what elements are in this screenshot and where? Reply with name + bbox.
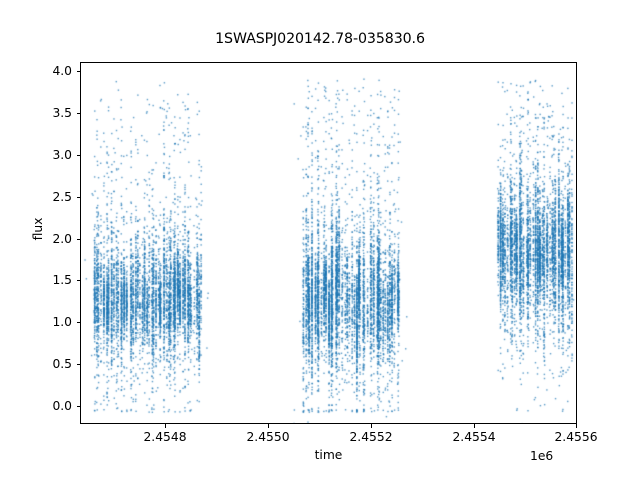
xtick-mark-1 bbox=[268, 424, 269, 428]
plot-area bbox=[80, 62, 577, 424]
ytick-label-1_5: 1.5 bbox=[52, 273, 72, 287]
ytick-label-2_5: 2.5 bbox=[52, 190, 72, 204]
ytick-mark-1_5 bbox=[76, 280, 80, 281]
scatter-points-layer bbox=[81, 63, 576, 423]
ytick-label-4: 4.0 bbox=[52, 64, 72, 78]
ytick-mark-2_5 bbox=[76, 197, 80, 198]
page-title: 1SWASPJ020142.78-035830.6 bbox=[215, 31, 425, 47]
ytick-label-0: 0.0 bbox=[52, 399, 72, 413]
ytick-mark-0 bbox=[76, 406, 80, 407]
xtick-mark-2 bbox=[371, 424, 372, 428]
xtick-label-1: 2.4550 bbox=[246, 430, 290, 444]
xtick-mark-3 bbox=[474, 424, 475, 428]
ytick-label-3_5: 3.5 bbox=[52, 106, 72, 120]
x-axis-label: time bbox=[314, 448, 343, 462]
ytick-mark-2 bbox=[76, 239, 80, 240]
ytick-mark-3 bbox=[76, 155, 80, 156]
ytick-mark-0_5 bbox=[76, 364, 80, 365]
ytick-mark-1 bbox=[76, 322, 80, 323]
xtick-label-0: 2.4548 bbox=[143, 430, 187, 444]
x-axis-offset-label: 1e6 bbox=[530, 449, 554, 463]
y-axis-label: flux bbox=[31, 217, 45, 241]
xtick-label-3: 2.4554 bbox=[452, 430, 496, 444]
ytick-label-1: 1.0 bbox=[52, 315, 72, 329]
ytick-mark-4 bbox=[76, 71, 80, 72]
xtick-label-2: 2.4552 bbox=[349, 430, 393, 444]
ytick-mark-3_5 bbox=[76, 113, 80, 114]
ytick-label-2: 2.0 bbox=[52, 232, 72, 246]
xtick-label-4: 2.4556 bbox=[554, 430, 598, 444]
ytick-label-0_5: 0.5 bbox=[52, 357, 72, 371]
ytick-label-3: 3.0 bbox=[52, 148, 72, 162]
xtick-mark-4 bbox=[576, 424, 577, 428]
xtick-mark-0 bbox=[165, 424, 166, 428]
